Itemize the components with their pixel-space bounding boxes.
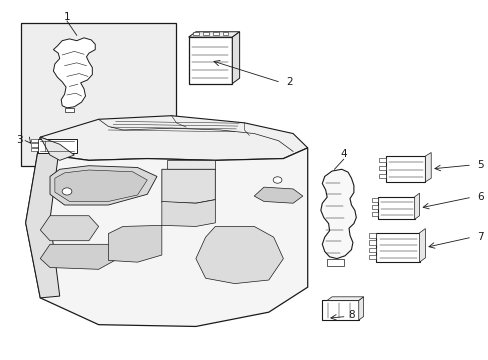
Text: 6: 6	[476, 192, 483, 202]
Polygon shape	[40, 116, 307, 160]
Polygon shape	[40, 244, 118, 269]
Polygon shape	[326, 297, 363, 300]
Text: 7: 7	[476, 232, 483, 242]
Polygon shape	[188, 32, 239, 37]
Text: 4: 4	[340, 149, 346, 159]
Polygon shape	[40, 216, 99, 241]
Polygon shape	[188, 37, 232, 84]
Polygon shape	[166, 160, 215, 169]
Polygon shape	[254, 187, 302, 203]
Polygon shape	[30, 148, 38, 152]
Polygon shape	[377, 197, 414, 219]
Polygon shape	[26, 137, 60, 298]
Polygon shape	[378, 174, 385, 178]
Text: 8: 8	[347, 310, 354, 320]
Polygon shape	[369, 255, 375, 259]
Polygon shape	[30, 139, 38, 142]
Polygon shape	[378, 166, 385, 170]
Polygon shape	[26, 137, 307, 327]
Circle shape	[62, 188, 72, 195]
Bar	[21, 23, 176, 166]
Polygon shape	[64, 108, 74, 112]
Polygon shape	[38, 139, 77, 153]
Polygon shape	[425, 153, 430, 182]
Polygon shape	[385, 156, 425, 182]
Polygon shape	[203, 32, 208, 35]
Polygon shape	[162, 200, 215, 226]
Polygon shape	[378, 158, 385, 162]
Polygon shape	[372, 212, 377, 216]
Polygon shape	[320, 169, 356, 258]
Polygon shape	[212, 32, 218, 35]
Text: 2: 2	[286, 77, 292, 87]
Polygon shape	[232, 32, 239, 84]
Polygon shape	[162, 169, 215, 203]
Polygon shape	[369, 233, 375, 238]
Polygon shape	[326, 258, 344, 266]
Polygon shape	[414, 193, 419, 219]
Polygon shape	[358, 297, 363, 320]
Polygon shape	[53, 38, 95, 108]
Text: 1: 1	[63, 13, 70, 22]
Polygon shape	[55, 170, 147, 202]
Polygon shape	[372, 205, 377, 209]
Polygon shape	[30, 143, 38, 147]
Polygon shape	[50, 166, 157, 205]
Polygon shape	[322, 300, 358, 320]
Polygon shape	[375, 233, 419, 262]
Polygon shape	[193, 32, 199, 35]
Polygon shape	[369, 240, 375, 245]
Polygon shape	[419, 229, 425, 262]
Polygon shape	[369, 248, 375, 252]
Polygon shape	[40, 137, 74, 160]
Text: 3: 3	[17, 135, 23, 145]
Polygon shape	[222, 32, 228, 35]
Polygon shape	[196, 226, 283, 284]
Polygon shape	[108, 225, 162, 262]
Polygon shape	[372, 198, 377, 202]
Circle shape	[273, 177, 282, 183]
Text: 5: 5	[476, 160, 483, 170]
